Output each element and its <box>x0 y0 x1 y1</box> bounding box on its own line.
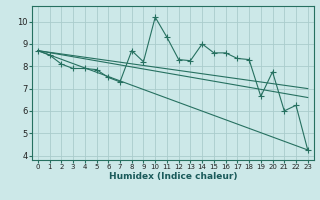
X-axis label: Humidex (Indice chaleur): Humidex (Indice chaleur) <box>108 172 237 181</box>
